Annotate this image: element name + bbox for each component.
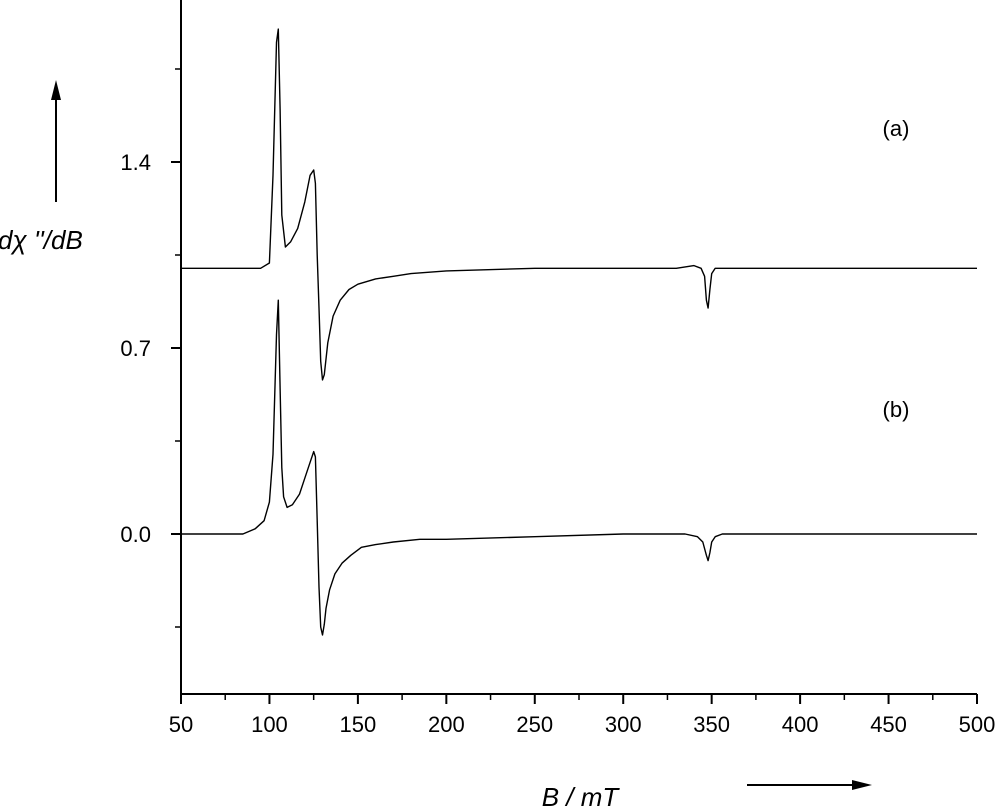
curve-label-b: (b) [883,397,910,422]
ticks: 50 100 150 200 250 300 350 400 450 500 0.0 0.7 1.4 [120,68,996,737]
x-tick-label: 500 [959,712,996,737]
x-tick-label: 400 [782,712,819,737]
axes [180,0,977,695]
y-tick-label: 0.7 [120,336,151,361]
series [181,28,977,636]
x-tick-label: 450 [870,712,907,737]
series-line-a [181,28,977,381]
x-axis-direction-arrow [747,780,872,790]
x-tick-label: 200 [428,712,465,737]
x-tick-label: 150 [340,712,377,737]
x-tick-label: 300 [605,712,642,737]
x-axis-title: B / mT [542,782,621,809]
x-tick-label: 250 [516,712,553,737]
y-axis-title: dχ ''/dB [0,225,83,255]
y-tick-label: 0.0 [120,522,151,547]
x-tick-label: 350 [693,712,730,737]
curve-label-a: (a) [883,116,910,141]
y-axis-direction-arrow [51,80,61,202]
y-tick-label: 1.4 [120,150,151,175]
x-tick-label: 50 [169,712,193,737]
series-line-b [181,299,977,636]
x-tick-label: 100 [251,712,288,737]
